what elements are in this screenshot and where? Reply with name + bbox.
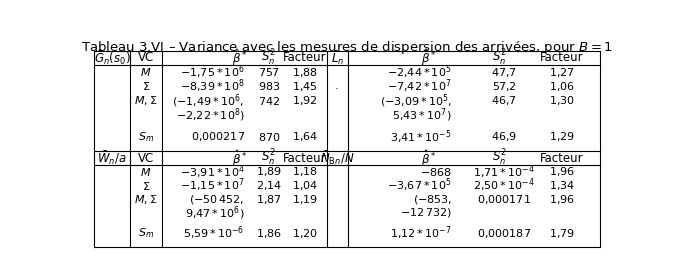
Text: VC: VC: [138, 51, 154, 64]
Text: $1{,}96$: $1{,}96$: [549, 193, 575, 206]
Text: $S_n^2$: $S_n^2$: [492, 148, 506, 168]
Text: Facteur: Facteur: [283, 151, 327, 165]
Text: $1{,}06$: $1{,}06$: [549, 80, 575, 93]
Text: $1{,}30$: $1{,}30$: [549, 94, 575, 107]
Text: $1{,}34$: $1{,}34$: [549, 179, 575, 192]
Text: $\hat{\beta}^*$: $\hat{\beta}^*$: [420, 148, 436, 169]
Text: $9{,}47*10^6)$: $9{,}47*10^6)$: [185, 204, 244, 222]
Text: $0{,}000217$: $0{,}000217$: [190, 130, 244, 143]
Text: $2{,}50*10^{-4}$: $2{,}50*10^{-4}$: [473, 177, 536, 194]
Text: $46{,}7$: $46{,}7$: [492, 94, 517, 107]
Text: $M,\Sigma$: $M,\Sigma$: [134, 94, 158, 107]
Text: $-3{,}67*10^5$: $-3{,}67*10^5$: [387, 177, 452, 194]
Text: $1{,}64$: $1{,}64$: [292, 130, 318, 143]
Text: $-1{,}75*10^6$: $-1{,}75*10^6$: [180, 63, 244, 81]
Text: $1{,}89$: $1{,}89$: [256, 165, 282, 178]
Text: $-3{,}91*10^4$: $-3{,}91*10^4$: [180, 163, 244, 181]
Text: $1{,}45$: $1{,}45$: [292, 80, 318, 93]
Text: $-7{,}42*10^7$: $-7{,}42*10^7$: [387, 78, 452, 95]
Text: $1{,}12*10^{-7}$: $1{,}12*10^{-7}$: [390, 225, 452, 242]
Text: $-12\,732)$: $-12\,732)$: [400, 206, 452, 220]
Text: $57{,}2$: $57{,}2$: [492, 80, 517, 93]
Text: $1{,}87$: $1{,}87$: [256, 193, 282, 206]
Text: $\hat{\beta}^*$: $\hat{\beta}^*$: [420, 47, 436, 68]
Text: $1{,}18$: $1{,}18$: [292, 165, 318, 178]
Text: Facteur: Facteur: [540, 151, 584, 165]
Text: $\bar{G}_n(s_0)$: $\bar{G}_n(s_0)$: [93, 49, 130, 67]
Text: $47{,}7$: $47{,}7$: [492, 66, 517, 79]
Text: $1{,}71*10^{-4}$: $1{,}71*10^{-4}$: [473, 163, 536, 181]
Text: .: .: [335, 81, 338, 92]
Text: $0{,}000187$: $0{,}000187$: [477, 227, 531, 240]
Text: $M,\Sigma$: $M,\Sigma$: [134, 193, 158, 206]
Text: $S_n^2$: $S_n^2$: [492, 48, 506, 68]
Text: $(-50\,452,$: $(-50\,452,$: [190, 193, 244, 206]
Text: $46{,}9$: $46{,}9$: [492, 130, 517, 143]
Text: $1{,}29$: $1{,}29$: [549, 130, 575, 143]
Text: $S_m$: $S_m$: [138, 130, 154, 144]
Text: $S_n^2$: $S_n^2$: [261, 148, 276, 168]
Text: $\bar{L}_n$: $\bar{L}_n$: [330, 49, 344, 67]
Text: $1{,}88$: $1{,}88$: [292, 66, 318, 79]
Text: $742$: $742$: [258, 95, 280, 107]
Text: $\bar{W}_n/a$: $\bar{W}_n/a$: [97, 149, 127, 167]
Text: $1{,}04$: $1{,}04$: [292, 179, 318, 192]
Text: $\hat{\beta}^*$: $\hat{\beta}^*$: [232, 148, 247, 169]
Text: $5{,}59*10^{-6}$: $5{,}59*10^{-6}$: [183, 225, 244, 242]
Text: $-2{,}44*10^5$: $-2{,}44*10^5$: [387, 63, 452, 81]
Text: $2{,}14$: $2{,}14$: [256, 179, 282, 192]
Text: $(-1{,}49*10^6,$: $(-1{,}49*10^6,$: [173, 92, 244, 109]
Text: $M$: $M$: [140, 66, 152, 78]
Text: $757$: $757$: [258, 66, 280, 78]
Text: $S_m$: $S_m$: [138, 227, 154, 240]
Text: $-8{,}39*10^8$: $-8{,}39*10^8$: [180, 78, 244, 95]
Text: Facteur: Facteur: [540, 51, 584, 64]
Text: $1{,}79$: $1{,}79$: [549, 227, 575, 240]
Text: $M$: $M$: [140, 166, 152, 178]
Text: $\Sigma$: $\Sigma$: [142, 179, 150, 192]
Text: $0{,}000171$: $0{,}000171$: [477, 193, 531, 206]
Text: $S_n^2$: $S_n^2$: [261, 48, 276, 68]
Text: $\Sigma$: $\Sigma$: [142, 80, 150, 92]
Text: $1{,}96$: $1{,}96$: [549, 165, 575, 178]
Text: $-2{,}22*10^8)$: $-2{,}22*10^8)$: [176, 106, 244, 124]
Text: $-868$: $-868$: [420, 166, 452, 178]
Text: $1{,}19$: $1{,}19$: [292, 193, 318, 206]
Text: $1{,}86$: $1{,}86$: [256, 227, 282, 240]
Text: $\hat{\beta}^*$: $\hat{\beta}^*$: [232, 47, 247, 68]
Text: VC: VC: [138, 151, 154, 165]
Text: Tableau 3.VI – Variance avec les mesures de dispersion des arrivées, pour $B = 1: Tableau 3.VI – Variance avec les mesures…: [81, 39, 613, 56]
Text: $1{,}20$: $1{,}20$: [292, 227, 318, 240]
Text: $1{,}92$: $1{,}92$: [292, 94, 318, 107]
Text: Facteur: Facteur: [283, 51, 327, 64]
Text: $3{,}41*10^{-5}$: $3{,}41*10^{-5}$: [390, 128, 452, 146]
Text: $(-853,$: $(-853,$: [412, 193, 452, 206]
Text: $1{,}27$: $1{,}27$: [549, 66, 575, 79]
Text: $\bar{N}_{\mathrm{B}n}/N$: $\bar{N}_{\mathrm{B}n}/N$: [320, 149, 355, 167]
Text: $-1{,}15*10^7$: $-1{,}15*10^7$: [180, 177, 244, 194]
Text: $(-3{,}09*10^5,$: $(-3{,}09*10^5,$: [380, 92, 452, 109]
Text: $870$: $870$: [257, 131, 280, 143]
Text: $983$: $983$: [258, 80, 280, 92]
Text: $5{,}43*10^7)$: $5{,}43*10^7)$: [392, 106, 452, 124]
